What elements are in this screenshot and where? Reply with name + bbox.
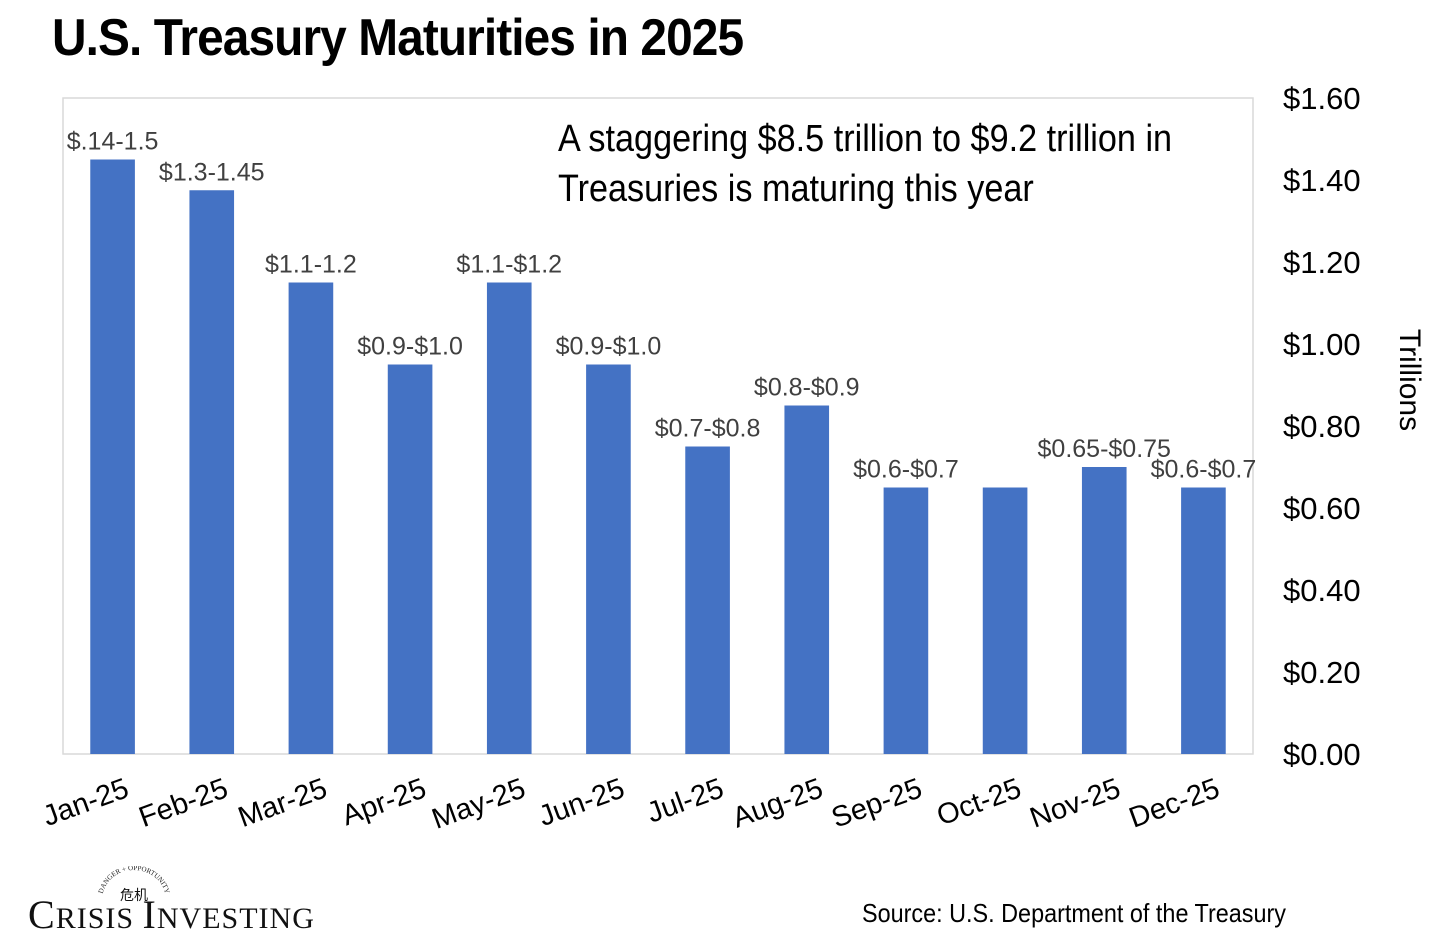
y-axis-label: Trillions [1393,329,1426,431]
x-tick-label: Nov-25 [1026,773,1125,835]
bar-jan-25 [90,159,135,754]
x-tick-label: May-25 [428,773,530,836]
y-axis-ticks: $0.00 $0.20 $0.40 $0.60 $0.80 $1.00 $1.20 $1.40… [1283,81,1361,772]
bar-oct-25 [982,487,1028,754]
bar-jul-25 [685,446,730,754]
y-tick-label: $1.40 [1283,163,1361,198]
data-label-jun-25: $0.9-$1.0 [556,333,662,361]
bar-mar-25 [288,282,334,754]
x-tick-label: Feb-25 [135,773,232,834]
source-note: Source: U.S. Department of the Treasury [862,898,1286,928]
y-tick-label: $1.20 [1283,245,1361,280]
y-tick-label: $0.00 [1283,737,1361,772]
x-tick-label: Mar-25 [234,773,331,834]
bar-may-25 [486,282,532,754]
bar-dec-25 [1181,487,1226,754]
data-label-nov-25: $0.65-$0.75 [1038,435,1171,463]
y-tick-label: $0.60 [1283,491,1361,526]
y-tick-label: $0.20 [1283,655,1361,690]
x-tick-label: Aug-25 [728,773,827,835]
bar-feb-25 [189,190,235,754]
annotation-line-1: A staggering $8.5 trillion to $9.2 trill… [558,118,1173,160]
bar-nov-25 [1081,467,1127,754]
x-tick-label: Apr-25 [338,773,431,833]
seal-icon: DANGER + OPPORTUNITY 危机 [97,866,171,904]
data-label-jan-25: $.14-1.5 [67,128,159,156]
x-tick-label: Oct-25 [933,773,1026,833]
annotation-line-2: Treasuries is maturing this year [558,168,1034,210]
x-tick-label: Jun-25 [535,773,629,833]
data-label-sep-25: $0.6-$0.7 [853,456,959,484]
y-tick-label: $1.00 [1283,327,1361,362]
data-label-aug-25: $0.8-$0.9 [754,374,860,402]
crisis-investing-logo: DANGER + OPPORTUNITY 危机 CRISIS INVESTING [28,862,368,942]
bar-sep-25 [883,487,929,754]
data-label-mar-25: $1.1-1.2 [265,251,357,279]
x-tick-label: Jan-25 [39,773,133,833]
plot-frame [62,97,1254,755]
annotation: A staggering $8.5 trillion to $9.2 trill… [558,114,1172,214]
y-tick-label: $1.60 [1283,81,1361,116]
wordmark-icon: CRISIS INVESTING [28,892,315,937]
data-labels-group: $.14-1.5$1.3-1.45 $1.1-1.2 $0.9-$1.0 $1.1-$… [67,128,1257,484]
data-label-jul-25: $0.7-$0.8 [655,415,761,443]
y-tick-label: $0.40 [1283,573,1361,608]
bar-aug-25 [784,405,830,754]
svg-text:CRISIS INVESTING: CRISIS INVESTING [28,892,315,937]
data-label-apr-25: $0.9-$1.0 [357,333,463,361]
bars-group [90,159,1226,754]
bar-apr-25 [387,364,433,754]
x-tick-label: Jul-25 [643,773,728,830]
data-label-dec-25: $0.6-$0.7 [1151,456,1257,484]
x-tick-label: Sep-25 [827,773,926,835]
bar-jun-25 [586,364,631,754]
data-label-feb-25: $1.3-1.45 [159,158,265,186]
chart-title: U.S. Treasury Maturities in 2025 [52,9,744,67]
seal-glyphs: 危机 [120,888,148,904]
data-label-may-25: $1.1-$1.2 [456,251,562,279]
x-tick-label: Dec-25 [1125,773,1224,835]
y-tick-label: $0.80 [1283,409,1361,444]
logo-wordmark: CRISIS INVESTING [28,892,368,952]
